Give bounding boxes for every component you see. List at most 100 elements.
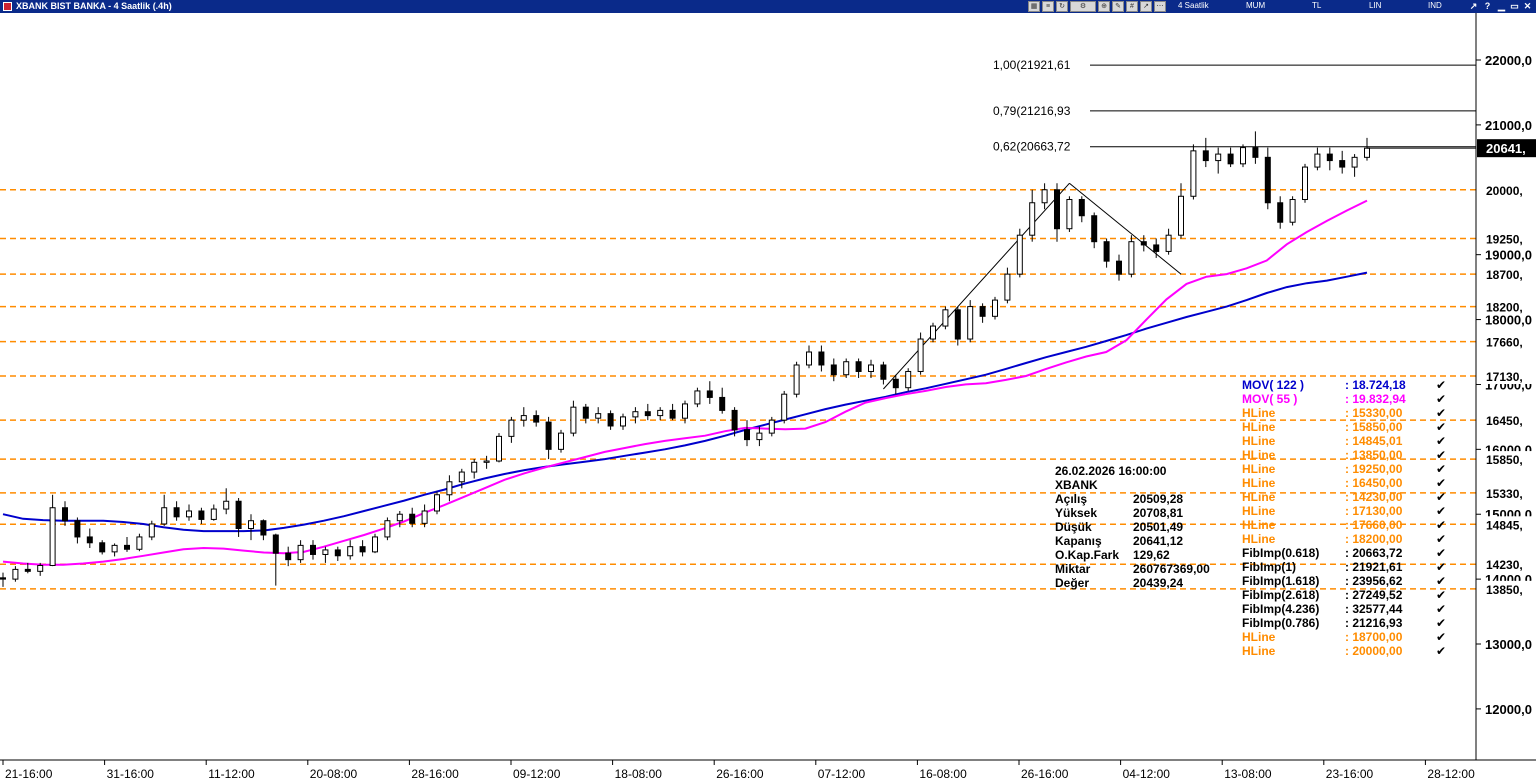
list-icon[interactable]: ≡ xyxy=(1042,1,1054,12)
candle-body xyxy=(843,361,850,376)
legend-check-icon[interactable]: ✔ xyxy=(1436,490,1446,504)
candle xyxy=(1128,235,1135,278)
legend-check-icon[interactable]: ✔ xyxy=(1436,406,1446,420)
fib-label: 0,79(21216,93 xyxy=(993,104,1071,118)
legend-check-icon[interactable]: ✔ xyxy=(1436,630,1446,644)
options-icon[interactable]: ⋯ xyxy=(1154,1,1166,12)
x-tick-label: 28-16:00 xyxy=(411,767,459,781)
candle xyxy=(161,494,168,526)
grid-icon[interactable]: # xyxy=(1126,1,1138,12)
candle-body xyxy=(322,549,329,555)
candle xyxy=(1240,144,1246,168)
legend-check-icon[interactable]: ✔ xyxy=(1436,532,1446,546)
legend-check-icon[interactable]: ✔ xyxy=(1436,462,1446,476)
candle xyxy=(644,403,651,421)
maximize-icon[interactable]: ▭ xyxy=(1510,1,1519,11)
candle-body xyxy=(347,546,354,557)
settings-icon[interactable]: ⚙ xyxy=(1070,1,1096,12)
period-selector[interactable]: 4 Saatlik xyxy=(1178,1,1209,10)
candle xyxy=(471,459,478,479)
candle-body xyxy=(818,351,825,366)
legend-check-icon[interactable]: ✔ xyxy=(1436,420,1446,434)
hline-label-bg xyxy=(1477,451,1536,468)
hline-label: 14230, xyxy=(1486,558,1523,572)
help-icon[interactable]: ? xyxy=(1484,1,1491,11)
candle-body xyxy=(136,536,143,550)
candle xyxy=(173,501,180,521)
candle-body xyxy=(248,520,254,530)
hline-label: 15330, xyxy=(1486,487,1523,501)
zoom-icon[interactable]: ⊕ xyxy=(1098,1,1110,12)
candle xyxy=(1091,212,1098,249)
chart-icon[interactable]: ▦ xyxy=(1028,1,1040,12)
candle xyxy=(1178,183,1184,239)
legend-check-icon[interactable]: ✔ xyxy=(1436,574,1446,588)
candle xyxy=(1190,144,1197,200)
candle-body xyxy=(942,309,949,327)
candle xyxy=(1289,196,1296,226)
legend-name: HLine xyxy=(1242,504,1276,518)
legend-check-icon[interactable]: ✔ xyxy=(1436,378,1446,392)
candle-body xyxy=(793,364,800,395)
refresh-icon[interactable]: ↻ xyxy=(1056,1,1068,12)
close-icon[interactable]: ✕ xyxy=(1523,1,1532,11)
candle xyxy=(719,387,726,414)
hline-label-bg xyxy=(1477,368,1536,385)
candle xyxy=(210,504,217,521)
minimize-icon[interactable]: ▁ xyxy=(1498,1,1505,11)
scale-selector[interactable]: LIN xyxy=(1369,1,1382,10)
candle-body xyxy=(0,577,6,580)
currency-selector[interactable]: TL xyxy=(1312,1,1322,10)
candle xyxy=(545,416,552,460)
legend-check-icon[interactable]: ✔ xyxy=(1436,448,1446,462)
info-value: 20708,81 xyxy=(1133,506,1183,520)
candle-body xyxy=(24,568,31,572)
x-tick-label: 31-16:00 xyxy=(107,767,155,781)
candle xyxy=(793,361,800,398)
pin-icon[interactable]: ↗ xyxy=(1469,1,1478,11)
candle-body xyxy=(582,406,589,419)
legend-value: : 19250,00 xyxy=(1345,462,1403,476)
candle-body xyxy=(669,409,676,419)
legend-name: FibImp(1) xyxy=(1242,560,1296,574)
candle-body xyxy=(744,429,750,441)
legend-check-icon[interactable]: ✔ xyxy=(1436,546,1446,560)
legend-check-icon[interactable]: ✔ xyxy=(1436,588,1446,602)
legend-name: MOV( 122 ) xyxy=(1242,378,1304,392)
candle-body xyxy=(372,536,378,553)
hline-label-bg xyxy=(1477,516,1536,533)
candle-body xyxy=(992,299,998,317)
candle-body xyxy=(210,508,217,520)
legend-check-icon[interactable]: ✔ xyxy=(1436,560,1446,574)
legend-check-icon[interactable]: ✔ xyxy=(1436,602,1446,616)
mode-selector[interactable]: IND xyxy=(1428,1,1442,10)
legend-check-icon[interactable]: ✔ xyxy=(1436,518,1446,532)
candle xyxy=(446,475,453,502)
legend-check-icon[interactable]: ✔ xyxy=(1436,644,1446,658)
candle xyxy=(669,403,676,421)
legend-check-icon[interactable]: ✔ xyxy=(1436,392,1446,406)
candle xyxy=(1215,147,1222,174)
candle-body xyxy=(855,361,862,372)
legend-name: MOV( 55 ) xyxy=(1242,392,1297,406)
candle xyxy=(1016,228,1023,278)
candle-body xyxy=(595,413,602,419)
candle-body xyxy=(1314,153,1321,168)
candle xyxy=(880,361,887,385)
legend-check-icon[interactable]: ✔ xyxy=(1436,434,1446,448)
hline-label: 17130, xyxy=(1486,370,1523,384)
draw-icon[interactable]: ✎ xyxy=(1112,1,1124,12)
candle-body xyxy=(86,536,93,544)
chart-style-selector[interactable]: MUM xyxy=(1246,1,1266,10)
price-chart[interactable]: 1,00(21921,610,79(21216,930,62(20663,72 … xyxy=(0,13,1536,782)
legend-check-icon[interactable]: ✔ xyxy=(1436,504,1446,518)
candle-body xyxy=(1178,195,1184,236)
mov122-line xyxy=(2,271,1368,533)
candle-body xyxy=(558,432,564,450)
candle-body xyxy=(880,364,887,380)
candle-body xyxy=(111,544,118,553)
legend-check-icon[interactable]: ✔ xyxy=(1436,616,1446,630)
legend-check-icon[interactable]: ✔ xyxy=(1436,476,1446,490)
arrow-icon[interactable]: ↗ xyxy=(1140,1,1152,12)
candle-body xyxy=(198,510,205,520)
